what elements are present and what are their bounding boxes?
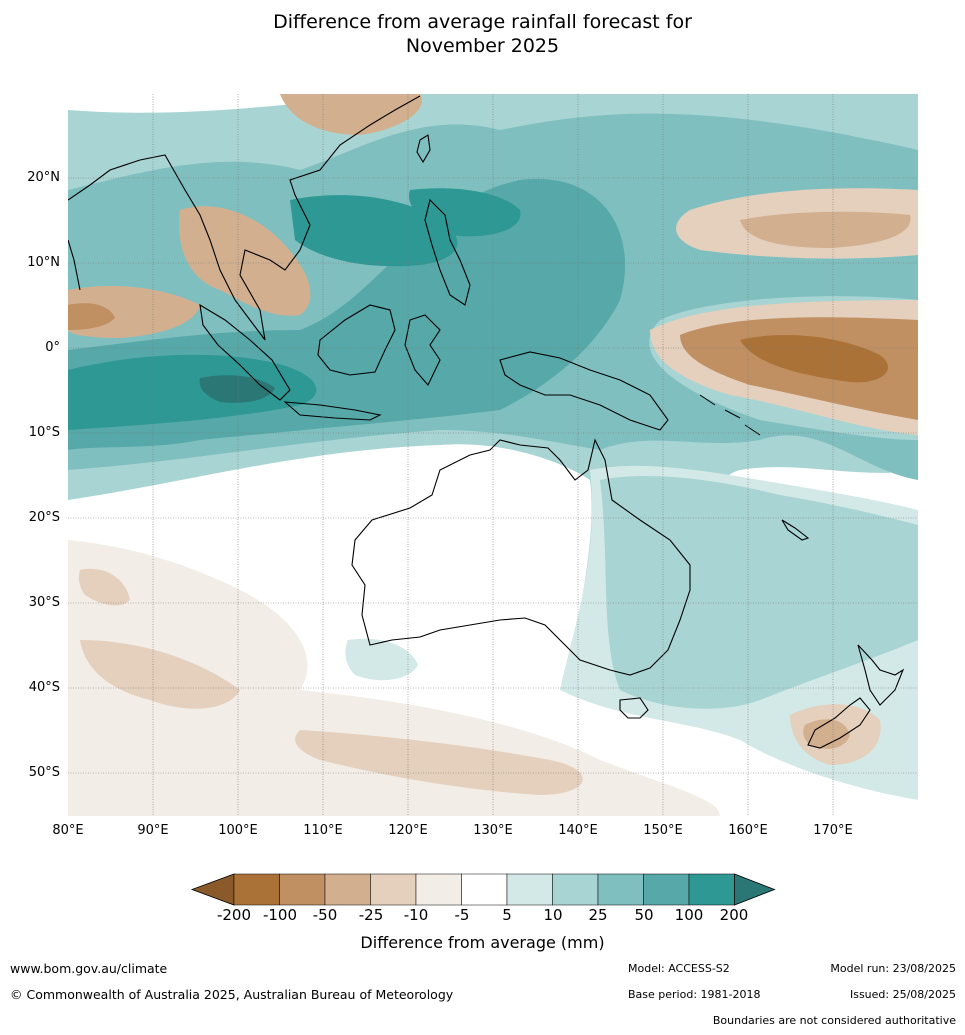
lon-label-150e: 150°E bbox=[643, 823, 683, 838]
lon-label-130e: 130°E bbox=[473, 823, 513, 838]
lat-label-40s: 40°S bbox=[28, 680, 60, 695]
lon-label-110e: 110°E bbox=[303, 823, 343, 838]
wet-anomaly-peak-north bbox=[290, 195, 458, 267]
colorbar-tick: -100 bbox=[262, 906, 298, 924]
title-line-1: Difference from average rainfall forecas… bbox=[273, 11, 692, 33]
dry-anomaly-indochina bbox=[179, 206, 311, 316]
colorbar-segment bbox=[279, 873, 326, 906]
model-run-date: Model run: 23/08/2025 bbox=[830, 962, 956, 975]
lon-label-120e: 120°E bbox=[388, 823, 428, 838]
lat-label-0: 0° bbox=[45, 340, 60, 355]
wet-anomaly-southeast-mid bbox=[600, 475, 918, 709]
colorbar-title: Difference from average (mm) bbox=[360, 933, 605, 952]
newzealand-south-coastline bbox=[807, 697, 871, 749]
sumatra-coastline bbox=[199, 303, 291, 401]
lat-label-20s: 20°S bbox=[28, 510, 60, 525]
boundary-disclaimer: Boundaries are not considered authoritat… bbox=[712, 1014, 956, 1027]
colorbar-tick: -200 bbox=[216, 906, 252, 924]
dry-anomaly-asia bbox=[280, 94, 422, 135]
colorbar-tick: 100 bbox=[674, 906, 704, 924]
colorbar-tick: 10 bbox=[543, 906, 563, 924]
colorbar-segment bbox=[506, 873, 553, 906]
colorbar-segment bbox=[370, 873, 417, 906]
colorbar-segment bbox=[643, 873, 690, 906]
newzealand-north-coastline bbox=[857, 644, 905, 706]
wet-anomaly-peak-north-2 bbox=[409, 188, 521, 237]
base-period: Base period: 1981-2018 bbox=[628, 988, 761, 1001]
colorbar-segment bbox=[415, 873, 462, 906]
tasmania-coastline bbox=[619, 697, 649, 719]
dry-anomaly-south-indian-outer bbox=[68, 540, 720, 816]
colorbar-segment bbox=[552, 873, 599, 906]
colorbar-tick: -50 bbox=[312, 906, 338, 924]
colorbar-extend-high bbox=[734, 873, 776, 906]
taiwan-coastline bbox=[416, 134, 431, 164]
dry-anomaly-west-core bbox=[68, 303, 115, 330]
colorbar-segment bbox=[597, 873, 644, 906]
map-title: Difference from average rainfall forecas… bbox=[0, 10, 965, 58]
lat-label-10n: 10°N bbox=[27, 255, 60, 270]
colorbar-tick: 25 bbox=[588, 906, 608, 924]
website-link[interactable]: www.bom.gov.au/climate bbox=[10, 961, 168, 976]
colorbar-segment bbox=[233, 873, 280, 906]
colorbar-tick: 200 bbox=[719, 906, 749, 924]
lon-label-170e: 170°E bbox=[813, 823, 853, 838]
new-guinea-coastline bbox=[499, 351, 669, 431]
australia-coastline bbox=[351, 438, 691, 676]
dry-anomaly-pacific-eq-core bbox=[740, 335, 889, 383]
lon-label-160e: 160°E bbox=[728, 823, 768, 838]
lon-label-80e: 80°E bbox=[52, 823, 84, 838]
lat-label-20n: 20°N bbox=[27, 170, 60, 185]
borneo-coastline bbox=[317, 304, 396, 376]
wet-anomaly-tasman bbox=[345, 638, 418, 681]
india-coastline bbox=[68, 239, 81, 291]
java-coastline bbox=[283, 401, 382, 421]
title-line-2: November 2025 bbox=[405, 35, 560, 57]
sulawesi-coastline bbox=[404, 314, 441, 386]
colorbar-segment bbox=[461, 873, 508, 906]
copyright-text: © Commonwealth of Australia 2025, Austra… bbox=[10, 987, 454, 1002]
graticule bbox=[68, 94, 918, 816]
colorbar-tick: -5 bbox=[454, 906, 470, 924]
colorbar-tick: 50 bbox=[634, 906, 654, 924]
colorbar-extend-low bbox=[190, 873, 235, 906]
model-name: Model: ACCESS-S2 bbox=[628, 962, 730, 975]
dry-anomaly-south-indian bbox=[80, 640, 240, 709]
dry-anomaly-pacific-north bbox=[740, 211, 911, 248]
lon-label-90e: 90°E bbox=[137, 823, 169, 838]
asia-mainland-coastline bbox=[68, 95, 421, 341]
colorbar-tick: 5 bbox=[502, 906, 512, 924]
wet-anomaly-peak-indian bbox=[68, 354, 317, 430]
lon-label-100e: 100°E bbox=[218, 823, 258, 838]
solomon-islands-coastline bbox=[699, 394, 761, 436]
dry-anomaly-newzealand-core bbox=[803, 719, 850, 749]
colorbar-tick: -25 bbox=[358, 906, 384, 924]
dry-anomaly-south-indian-2 bbox=[295, 730, 583, 795]
lon-label-140e: 140°E bbox=[558, 823, 598, 838]
issued-date: Issued: 25/08/2025 bbox=[849, 988, 956, 1001]
colorbar-segment bbox=[688, 873, 735, 906]
map-field bbox=[68, 94, 918, 816]
wet-anomaly-max bbox=[199, 375, 275, 403]
colorbar-tick: -10 bbox=[403, 906, 429, 924]
colorbar bbox=[190, 873, 776, 906]
dry-anomaly-south-indian-3 bbox=[78, 568, 130, 606]
philippines-coastline bbox=[424, 198, 471, 306]
lat-label-10s: 10°S bbox=[28, 425, 60, 440]
lat-label-30s: 30°S bbox=[28, 595, 60, 610]
new-caledonia-coastline bbox=[781, 519, 810, 541]
colorbar-segment bbox=[324, 873, 371, 906]
lat-label-50s: 50°S bbox=[28, 765, 60, 780]
